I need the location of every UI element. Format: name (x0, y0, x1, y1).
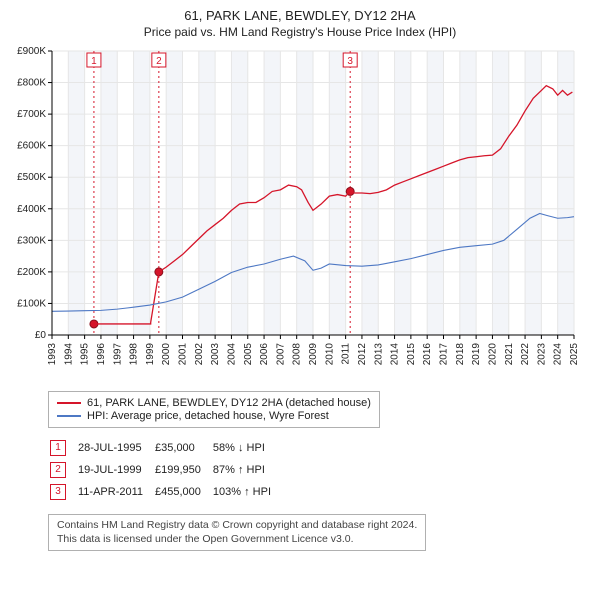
svg-text:£200K: £200K (17, 267, 46, 278)
svg-text:2006: 2006 (259, 343, 270, 366)
sale-delta: 87% ↑ HPI (213, 460, 281, 480)
sales-table: 1 28-JUL-1995£35,00058% ↓ HPI 2 19-JUL-1999… (48, 436, 283, 504)
svg-text:1997: 1997 (112, 343, 123, 366)
svg-text:2003: 2003 (210, 343, 221, 366)
sale-marker-box: 1 (50, 440, 66, 456)
sale-marker-box: 3 (50, 484, 66, 500)
svg-text:2011: 2011 (341, 343, 352, 365)
svg-text:3: 3 (347, 56, 353, 67)
sale-date: 19-JUL-1999 (78, 460, 153, 480)
table-row: 1 28-JUL-1995£35,00058% ↓ HPI (50, 438, 281, 458)
footnote: Contains HM Land Registry data © Crown c… (48, 514, 426, 551)
svg-text:2001: 2001 (178, 343, 189, 366)
svg-text:2023: 2023 (536, 343, 547, 366)
page-title: 61, PARK LANE, BEWDLEY, DY12 2HA (8, 8, 592, 23)
svg-text:2019: 2019 (471, 343, 482, 366)
svg-text:2009: 2009 (308, 343, 319, 366)
sale-date: 28-JUL-1995 (78, 438, 153, 458)
sale-marker-box: 2 (50, 462, 66, 478)
svg-text:2004: 2004 (226, 343, 237, 366)
sale-price: £35,000 (155, 438, 211, 458)
svg-text:2010: 2010 (324, 343, 335, 366)
legend-label-hpi: HPI: Average price, detached house, Wyre… (87, 410, 329, 422)
sale-price: £455,000 (155, 482, 211, 502)
svg-text:£400K: £400K (17, 204, 46, 215)
svg-text:1999: 1999 (145, 343, 156, 366)
legend-swatch-hpi (57, 415, 81, 417)
svg-text:2016: 2016 (422, 343, 433, 366)
svg-text:2013: 2013 (373, 343, 384, 366)
legend-label-property: 61, PARK LANE, BEWDLEY, DY12 2HA (detach… (87, 397, 371, 409)
svg-text:2014: 2014 (390, 343, 401, 366)
sale-delta: 103% ↑ HPI (213, 482, 281, 502)
svg-text:2018: 2018 (455, 343, 466, 366)
svg-text:2012: 2012 (357, 343, 368, 366)
svg-text:2000: 2000 (161, 343, 172, 366)
sale-price: £199,950 (155, 460, 211, 480)
sale-delta: 58% ↓ HPI (213, 438, 281, 458)
svg-text:2007: 2007 (275, 343, 286, 366)
price-chart: 1 2 3 £0 £100K £200K £300K £400K £500K £600K £700K… (8, 45, 584, 385)
legend-row-property: 61, PARK LANE, BEWDLEY, DY12 2HA (detach… (57, 397, 371, 409)
legend-swatch-property (57, 402, 81, 404)
svg-text:1: 1 (91, 56, 97, 67)
svg-text:£300K: £300K (17, 235, 46, 246)
sale-date: 11-APR-2011 (78, 482, 153, 502)
svg-text:1993: 1993 (47, 343, 58, 366)
svg-text:2025: 2025 (569, 343, 580, 366)
footnote-line1: Contains HM Land Registry data © Crown c… (57, 519, 417, 533)
svg-text:2: 2 (156, 56, 162, 67)
svg-text:£700K: £700K (17, 109, 46, 120)
legend-row-hpi: HPI: Average price, detached house, Wyre… (57, 410, 371, 422)
svg-text:2020: 2020 (487, 343, 498, 366)
svg-text:1998: 1998 (129, 343, 140, 366)
svg-text:2021: 2021 (504, 343, 515, 366)
svg-text:2024: 2024 (553, 343, 564, 366)
legend: 61, PARK LANE, BEWDLEY, DY12 2HA (detach… (48, 391, 380, 428)
svg-text:2017: 2017 (439, 343, 450, 366)
svg-text:£900K: £900K (17, 46, 46, 57)
svg-text:2022: 2022 (520, 343, 531, 366)
svg-text:£0: £0 (35, 330, 47, 341)
svg-text:1995: 1995 (80, 343, 91, 366)
svg-text:2015: 2015 (406, 343, 417, 366)
table-row: 3 11-APR-2011£455,000103% ↑ HPI (50, 482, 281, 502)
table-row: 2 19-JUL-1999£199,95087% ↑ HPI (50, 460, 281, 480)
svg-text:1994: 1994 (63, 343, 74, 366)
chart-container: 1 2 3 £0 £100K £200K £300K £400K £500K £600K £700K… (8, 45, 592, 385)
svg-text:£100K: £100K (17, 298, 46, 309)
svg-text:2008: 2008 (292, 343, 303, 366)
footnote-line2: This data is licensed under the Open Gov… (57, 533, 417, 547)
svg-text:2002: 2002 (194, 343, 205, 366)
svg-text:1996: 1996 (96, 343, 107, 366)
svg-text:£800K: £800K (17, 78, 46, 89)
svg-text:£600K: £600K (17, 141, 46, 152)
svg-text:2005: 2005 (243, 343, 254, 366)
svg-text:£500K: £500K (17, 172, 46, 183)
page-subtitle: Price paid vs. HM Land Registry's House … (8, 25, 592, 39)
